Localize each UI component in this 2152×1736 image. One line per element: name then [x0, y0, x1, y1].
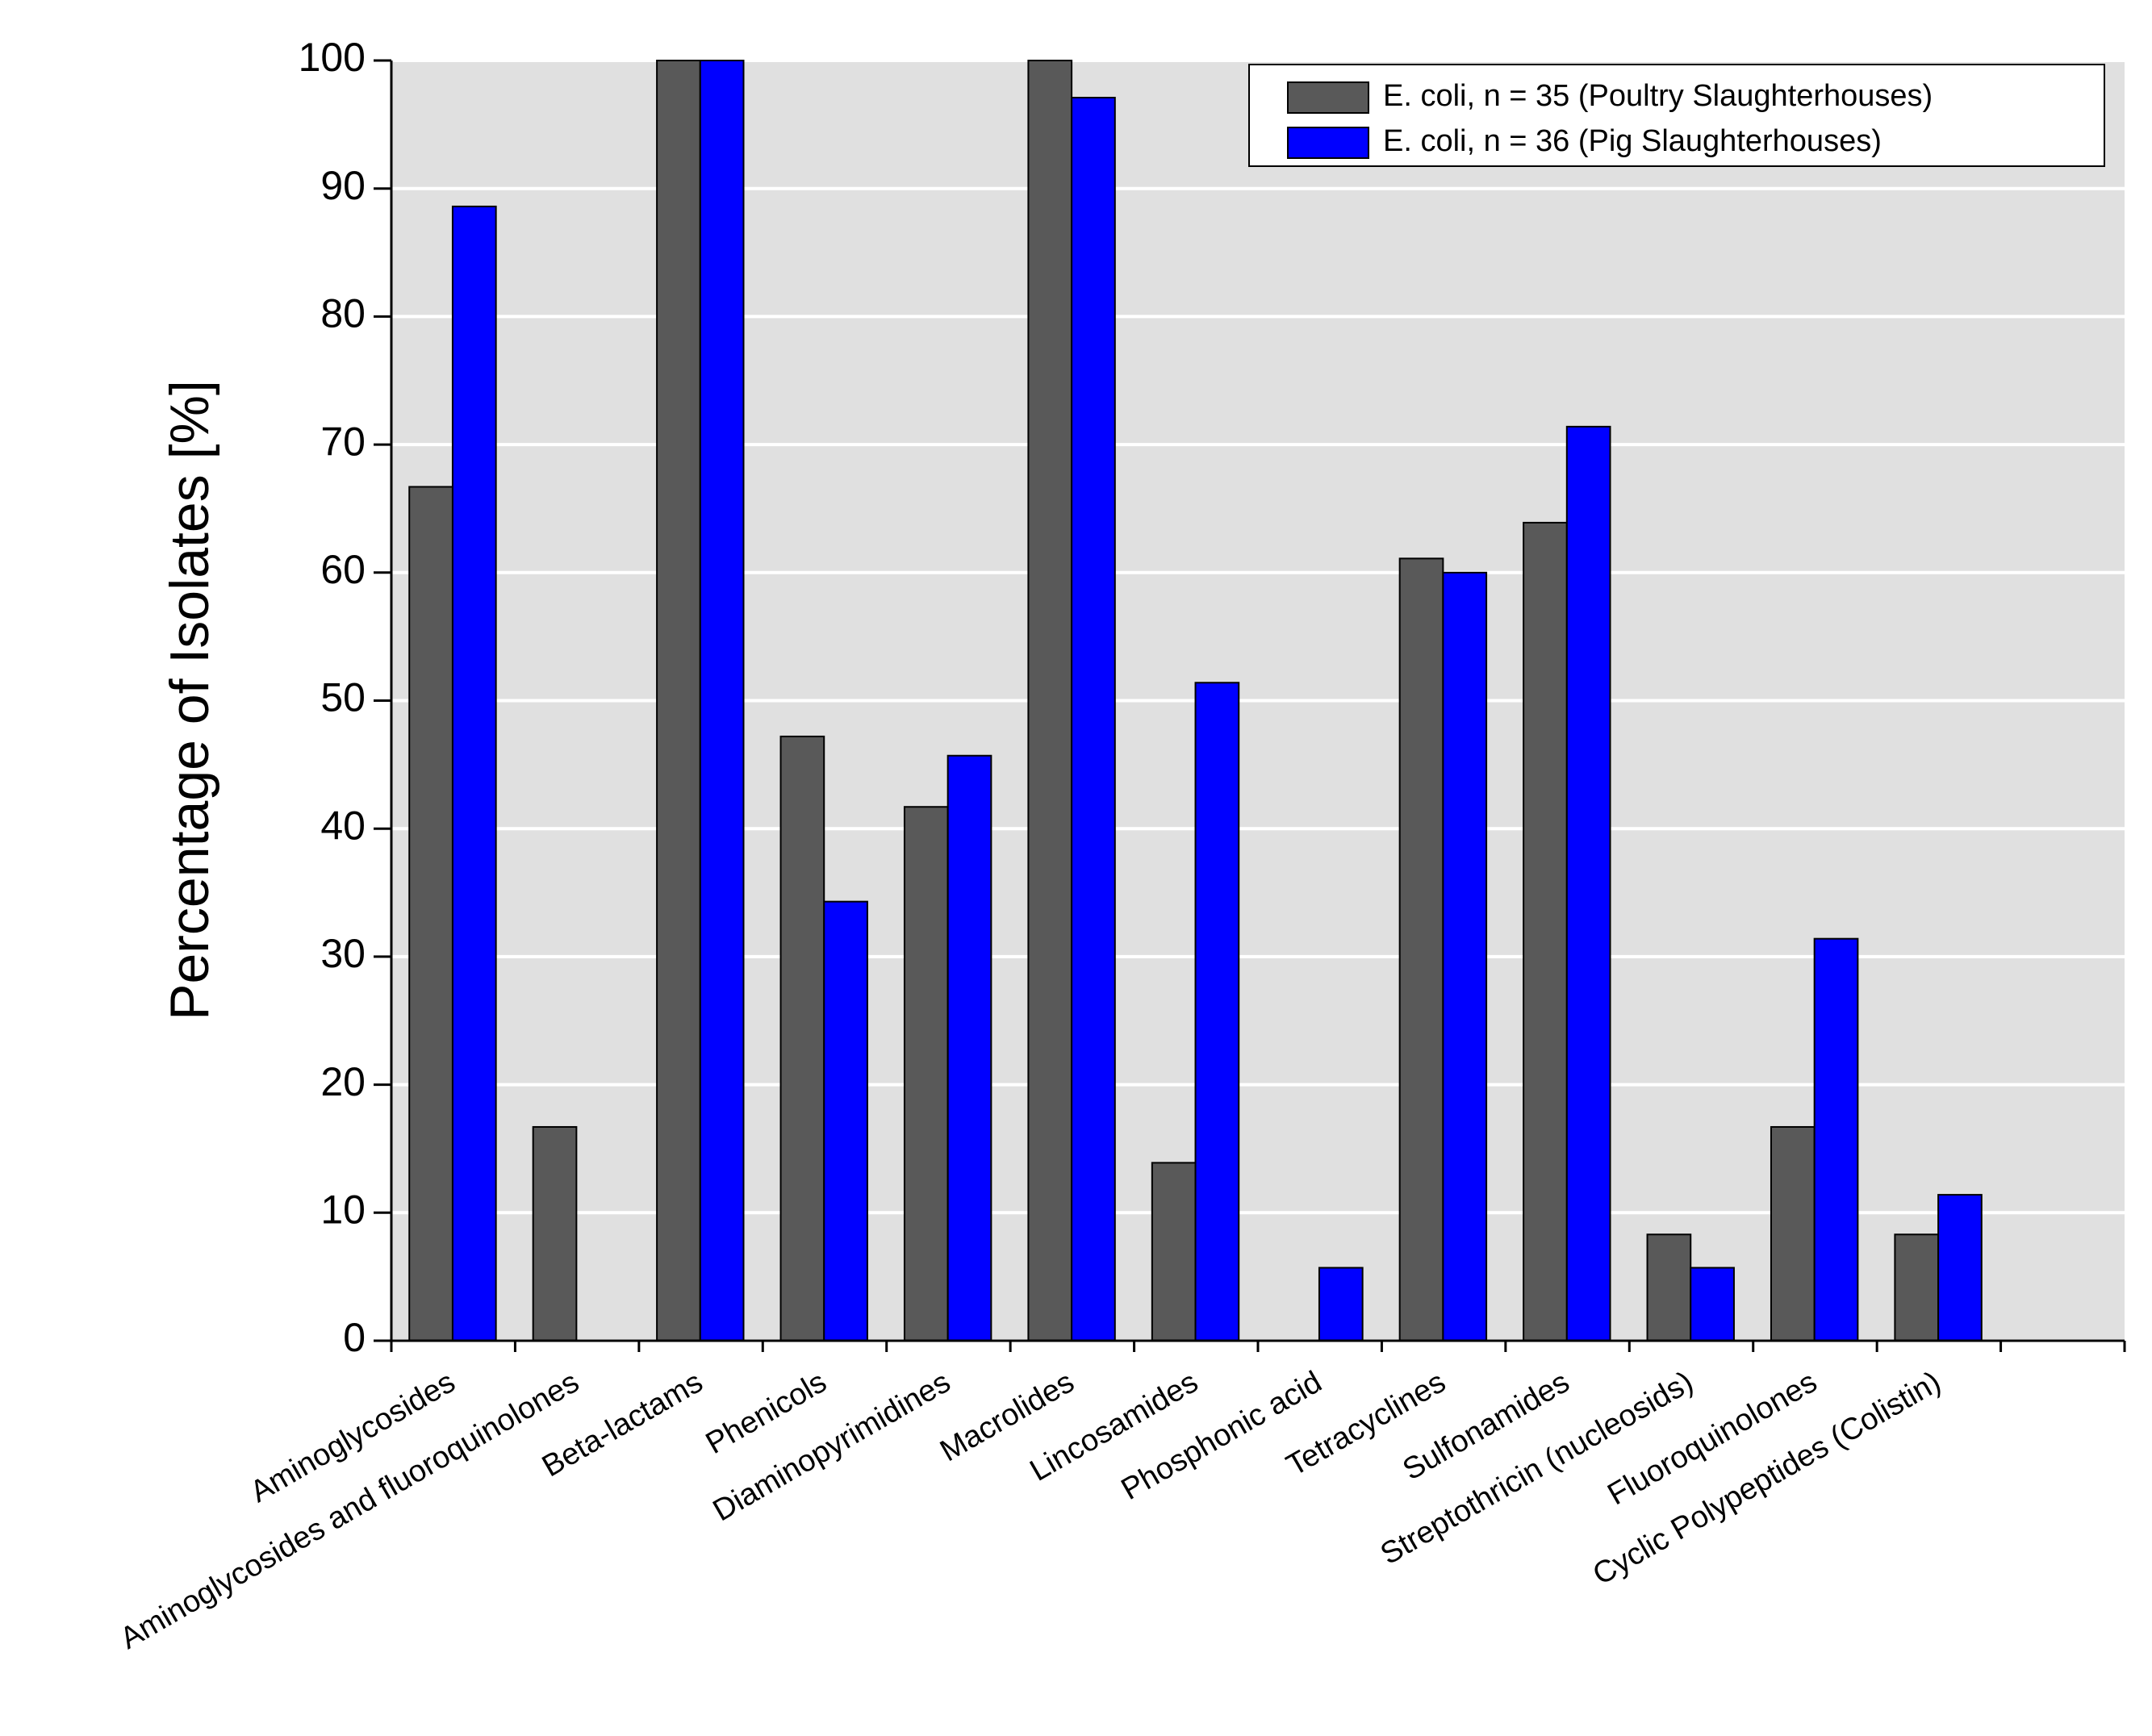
x-tick-label: Aminoglycosides: [244, 1365, 461, 1509]
bar: [823, 900, 868, 1342]
bar: [1894, 1233, 1940, 1342]
y-tick-label: 50: [320, 675, 366, 720]
bar: [532, 1125, 578, 1342]
legend-label: E. coli, n = 36 (Pig Slaughterhouses): [1383, 124, 1882, 158]
y-tick-label: 10: [320, 1187, 366, 1233]
bar: [1194, 682, 1240, 1342]
bar: [1318, 1267, 1364, 1342]
bar: [699, 60, 745, 1342]
legend-swatch: [1287, 127, 1369, 159]
bar: [1442, 571, 1488, 1342]
y-tick-label: 80: [320, 291, 366, 336]
bar: [1770, 1125, 1816, 1342]
bar: [451, 205, 497, 1342]
y-tick-label: 90: [320, 163, 366, 208]
x-tick-label: Diaminopyrimidines: [708, 1365, 956, 1528]
bar: [1646, 1233, 1692, 1342]
bar: [656, 60, 701, 1342]
legend-swatch: [1287, 81, 1369, 114]
bar: [1151, 1162, 1197, 1342]
bar: [1690, 1267, 1735, 1342]
x-tick-label: Phosphonic acid: [1116, 1365, 1327, 1507]
bar: [1398, 557, 1444, 1342]
y-axis-label: Percentage of Isolates [%]: [159, 380, 220, 1020]
bar: [946, 754, 992, 1342]
y-tick-label: 60: [320, 547, 366, 592]
y-tick-label: 70: [320, 419, 366, 464]
bar: [1523, 521, 1568, 1342]
y-tick-label: 30: [320, 931, 366, 976]
bar: [1565, 425, 1611, 1342]
bar: [1071, 97, 1116, 1342]
bar: [1937, 1194, 1983, 1342]
y-tick-label: 40: [320, 803, 366, 848]
y-tick-label: 100: [299, 35, 366, 80]
bar: [408, 486, 453, 1342]
bar: [1027, 60, 1073, 1342]
bar: [779, 735, 825, 1342]
bar: [903, 806, 949, 1342]
y-tick-label: 0: [343, 1315, 366, 1360]
x-tick-label: Aminoglycosides and fluoroquinolones: [115, 1365, 585, 1656]
legend-label: E. coli, n = 35 (Poultry Slaughterhouses…: [1383, 79, 1933, 113]
y-tick-label: 20: [320, 1059, 366, 1104]
legend-box: [1248, 64, 2105, 167]
bar: [1813, 937, 1859, 1342]
